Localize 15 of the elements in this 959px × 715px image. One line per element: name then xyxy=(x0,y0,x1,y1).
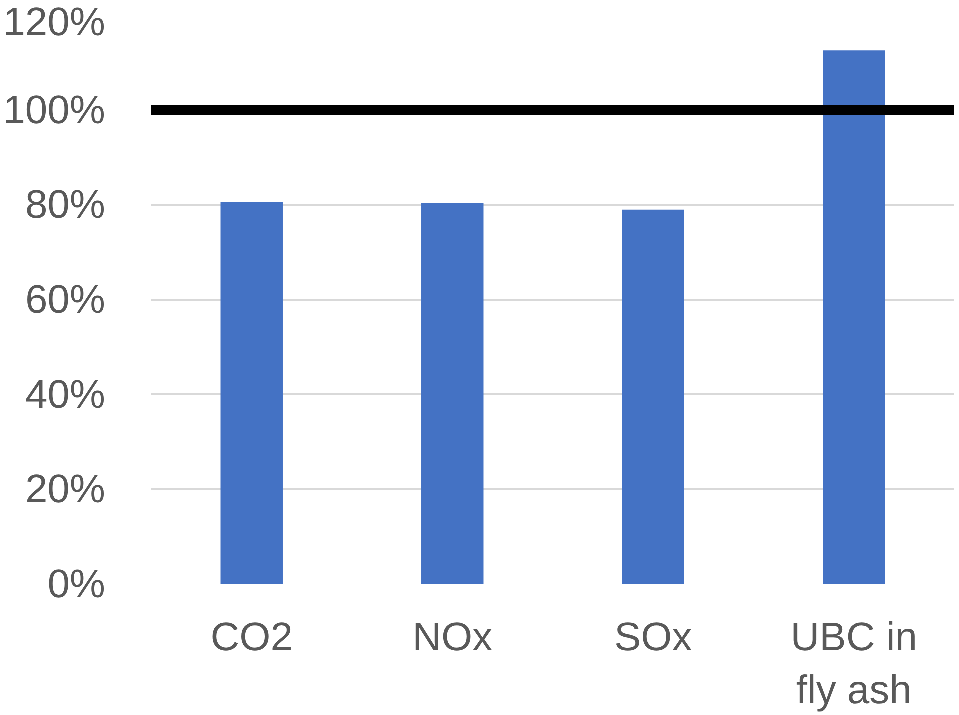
y-tick-label: 120% xyxy=(3,0,106,44)
y-tick-label: 60% xyxy=(25,278,106,322)
y-tick-label: 40% xyxy=(25,372,106,417)
bar xyxy=(422,203,484,584)
bar xyxy=(622,210,684,584)
y-tick-label: 100% xyxy=(3,88,106,132)
y-tick-label: 0% xyxy=(48,562,106,606)
y-tick-label: 80% xyxy=(25,183,106,228)
x-tick-label: NOx xyxy=(412,616,493,660)
y-tick-label: 20% xyxy=(25,468,106,512)
bar xyxy=(823,50,886,584)
x-tick-label: SOx xyxy=(614,616,692,660)
bar xyxy=(220,202,283,584)
x-tick-label: CO2 xyxy=(210,616,293,660)
x-tick-label: UBC in fly ash xyxy=(790,616,918,712)
